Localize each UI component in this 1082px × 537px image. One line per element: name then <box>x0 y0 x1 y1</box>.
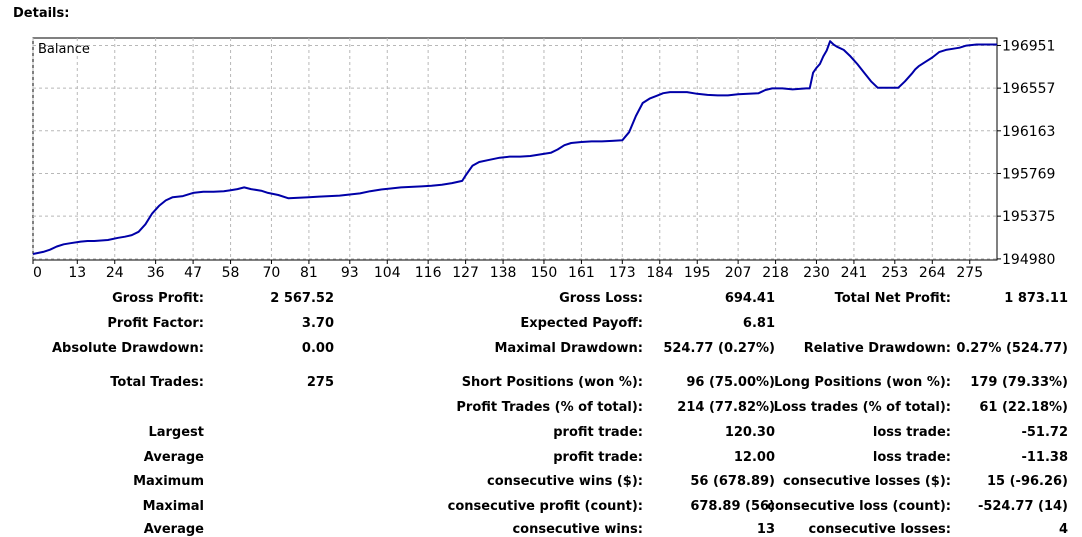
y-tick-label: 196557 <box>1002 81 1055 97</box>
stat-value: 2 567.52 <box>270 291 334 306</box>
stat-label: consecutive profit (count): <box>447 499 643 514</box>
x-tick-label: 275 <box>956 265 983 281</box>
x-tick-label: 264 <box>919 265 946 281</box>
stat-value: 6.81 <box>742 316 775 331</box>
stat-label: Expected Payoff: <box>520 316 643 331</box>
stat-value: 120.30 <box>724 425 775 440</box>
x-tick-label: 138 <box>490 265 517 281</box>
stat-label: Average <box>143 522 204 537</box>
chart-plot-area <box>32 37 998 261</box>
x-tick-label: 195 <box>684 265 711 281</box>
stat-value: 0.27% (524.77) <box>956 341 1068 356</box>
stat-value: 694.41 <box>724 291 775 306</box>
y-tick-label: 195769 <box>1002 166 1055 182</box>
x-tick-label: 184 <box>646 265 673 281</box>
stat-label: loss trade: <box>872 425 951 440</box>
stat-label: consecutive loss (count): <box>767 499 951 514</box>
x-tick-label: 116 <box>415 265 442 281</box>
stat-label: profit trade: <box>553 450 643 465</box>
x-tick-label: 173 <box>609 265 636 281</box>
x-tick-label: 150 <box>531 265 558 281</box>
stat-value: 13 <box>756 522 775 537</box>
stat-value: 12.00 <box>733 450 775 465</box>
stat-label: Gross Profit: <box>112 291 204 306</box>
details-title: Details: <box>13 6 70 21</box>
x-tick-label: 253 <box>881 265 908 281</box>
stat-label: Total Net Profit: <box>834 291 951 306</box>
x-tick-label: 230 <box>803 265 830 281</box>
stat-value: 1 873.11 <box>1004 291 1068 306</box>
stat-label: Largest <box>148 425 204 440</box>
x-tick-label: 241 <box>841 265 868 281</box>
x-tick-label: 104 <box>374 265 401 281</box>
balance-line <box>32 40 997 255</box>
stat-label: Maximal <box>142 499 204 514</box>
y-tick-label: 196951 <box>1002 38 1055 54</box>
stat-value: -51.72 <box>1021 425 1068 440</box>
y-axis: 196951 196557 196163 195769 195375 194980 <box>997 38 1055 268</box>
stat-value: 4 <box>1058 522 1068 537</box>
x-axis: 0 13 24 36 47 58 70 81 93 104 116 127 138 150 161 173 18… <box>32 260 983 281</box>
stat-label: Loss trades (% of total): <box>773 400 951 415</box>
stat-value: 96 (75.00%) <box>686 375 775 390</box>
stat-value: 0.00 <box>301 341 334 356</box>
y-tick-label: 196163 <box>1002 124 1055 140</box>
x-tick-label: 24 <box>106 265 124 281</box>
x-tick-label: 81 <box>300 265 318 281</box>
chart-grid <box>32 38 997 260</box>
stat-label: Total Trades: <box>110 375 204 390</box>
x-tick-label: 36 <box>147 265 165 281</box>
stat-value: 524.77 (0.27%) <box>663 341 775 356</box>
stat-label: Short Positions (won %): <box>461 375 643 390</box>
stat-value: -524.77 (14) <box>977 499 1068 514</box>
stat-label: Absolute Drawdown: <box>52 341 204 356</box>
balance-chart: Balance 19695119655719616319576919537519… <box>32 37 1055 281</box>
stat-label: Profit Factor: <box>107 316 204 331</box>
stat-value: 56 (678.89) <box>690 474 775 489</box>
stat-label: consecutive wins ($): <box>486 474 643 489</box>
stat-label: Maximal Drawdown: <box>494 341 643 356</box>
stat-label: loss trade: <box>872 450 951 465</box>
stat-value: 275 <box>306 375 334 390</box>
x-tick-label: 13 <box>68 265 86 281</box>
stat-value: 179 (79.33%) <box>970 375 1068 390</box>
stat-label: consecutive wins: <box>512 522 643 537</box>
stat-label: consecutive losses: <box>808 522 951 537</box>
x-tick-label: 207 <box>725 265 752 281</box>
x-tick-label: 47 <box>184 265 202 281</box>
stat-label: Gross Loss: <box>559 291 643 306</box>
x-tick-label: 0 <box>33 265 42 281</box>
stat-label: profit trade: <box>553 425 643 440</box>
x-tick-label: 93 <box>341 265 359 281</box>
stat-label: Average <box>143 450 204 465</box>
x-tick-label: 218 <box>762 265 789 281</box>
x-tick-label: 127 <box>452 265 479 281</box>
stat-label: consecutive losses ($): <box>783 474 951 489</box>
y-tick-label: 194980 <box>1002 252 1055 268</box>
y-tick-label: 195375 <box>1002 209 1055 225</box>
stat-label: Profit Trades (% of total): <box>456 400 643 415</box>
x-tick-label: 58 <box>222 265 240 281</box>
stat-value: -11.38 <box>1021 450 1068 465</box>
stat-value: 3.70 <box>301 316 334 331</box>
stat-label: Relative Drawdown: <box>803 341 951 356</box>
stat-value: 61 (22.18%) <box>979 400 1068 415</box>
stat-label: Maximum <box>133 474 204 489</box>
stat-label: Long Positions (won %): <box>774 375 951 390</box>
stat-value: 15 (-96.26) <box>986 474 1068 489</box>
stat-value: 678.89 (56) <box>690 499 775 514</box>
x-tick-label: 70 <box>263 265 281 281</box>
chart-title: Balance <box>38 42 90 57</box>
x-tick-label: 161 <box>568 265 595 281</box>
stat-value: 214 (77.82%) <box>677 400 775 415</box>
